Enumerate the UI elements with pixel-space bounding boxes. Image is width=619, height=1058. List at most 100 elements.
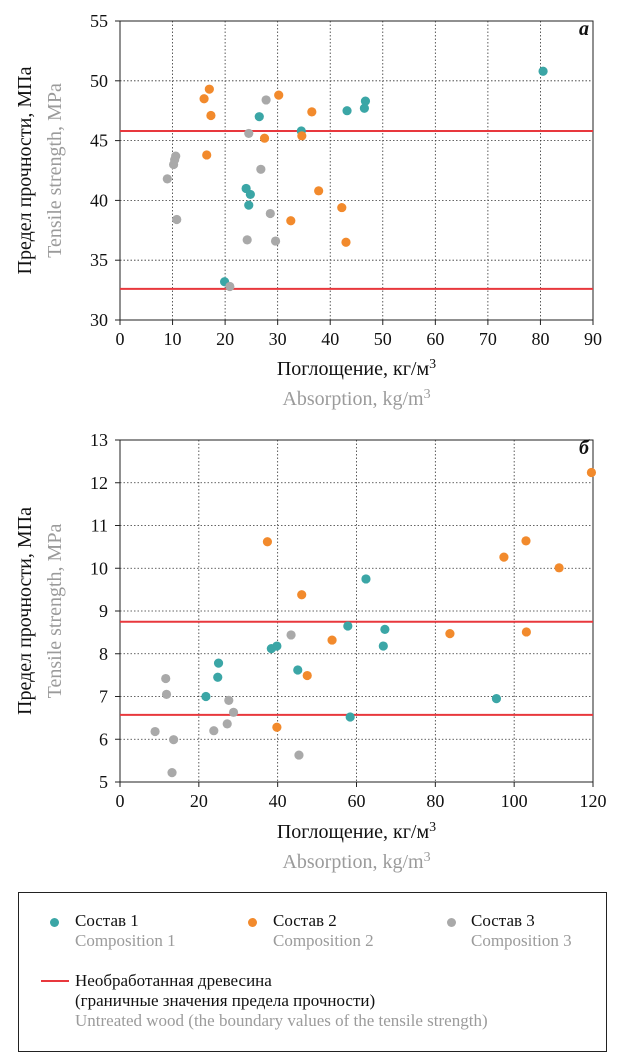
data-point-composition-1 <box>360 96 371 106</box>
data-point-composition-3 <box>242 235 252 245</box>
x-tick-label: 80 <box>531 329 549 349</box>
panel-label: a <box>579 18 589 40</box>
data-point-composition-3 <box>265 208 275 219</box>
legend-label-ru: Состав 3 <box>471 911 535 930</box>
data-point-composition-1 <box>380 624 390 634</box>
x-tick-label: 60 <box>426 329 444 349</box>
y-tick-label: 55 <box>90 11 108 31</box>
x-tick-label: 120 <box>580 791 607 811</box>
data-point-composition-2 <box>302 670 312 681</box>
x-tick-label: 90 <box>584 329 602 349</box>
y-axis-title-en: Tensile strength, MPa <box>44 524 66 699</box>
legend-label-en: Composition 3 <box>471 931 572 950</box>
y-tick-label: 6 <box>99 729 108 749</box>
x-tick-label: 40 <box>269 791 287 811</box>
legend-item-boundary: Необработанная древесина (граничные знач… <box>75 971 488 1031</box>
data-point-composition-3 <box>222 719 232 729</box>
data-point-composition-2 <box>286 216 296 226</box>
data-point-composition-2 <box>272 722 282 732</box>
legend-boundary-ru-2: (граничные значения предела прочности) <box>75 991 376 1010</box>
data-point-composition-2 <box>341 237 351 247</box>
data-point-composition-1 <box>213 672 223 682</box>
data-point-composition-1 <box>345 712 355 722</box>
data-point-composition-2 <box>297 131 307 141</box>
data-point-composition-1 <box>378 641 388 651</box>
legend-label-en: Composition 2 <box>273 931 374 950</box>
data-point-composition-2 <box>262 537 273 547</box>
data-point-composition-3 <box>161 689 172 699</box>
y-tick-label: 8 <box>99 644 108 664</box>
x-tick-label: 20 <box>216 329 234 349</box>
x-axis-title: Поглощение, кг/м3 <box>277 820 436 843</box>
plot-frame <box>119 20 594 321</box>
data-point-composition-3 <box>244 128 254 139</box>
data-point-composition-2 <box>259 133 270 143</box>
legend-label-ru: Состав 2 <box>273 911 337 930</box>
data-point-composition-3 <box>171 151 181 161</box>
data-point-composition-2 <box>274 90 284 100</box>
data-point-composition-3 <box>261 95 271 105</box>
data-point-composition-2 <box>521 536 531 546</box>
data-point-composition-2 <box>586 467 597 478</box>
x-tick-label: 40 <box>321 329 339 349</box>
chart-panel-б: 0 20 40 60 80 100 120 5 6 7 8 9 10 11 12 13 б Поглощение,… <box>14 430 607 873</box>
x-tick-label: 80 <box>426 791 444 811</box>
data-point-composition-1 <box>538 66 548 76</box>
data-point-composition-3 <box>224 695 234 705</box>
data-point-composition-2 <box>521 627 531 637</box>
data-point-composition-3 <box>209 726 219 736</box>
y-tick-label: 7 <box>99 687 108 707</box>
x-tick-label: 0 <box>116 329 125 349</box>
data-point-composition-3 <box>150 726 160 737</box>
data-point-composition-1 <box>244 200 254 210</box>
y-tick-label: 30 <box>90 310 108 330</box>
data-point-composition-1 <box>245 189 255 200</box>
y-tick-label: 11 <box>91 516 108 536</box>
data-point-composition-1 <box>254 112 264 122</box>
data-point-composition-1 <box>343 621 353 631</box>
data-point-composition-3 <box>256 164 266 174</box>
data-point-composition-2 <box>554 563 564 573</box>
chart-panel-a: 0 10 20 30 40 50 60 70 80 90 30 35 40 45 50 55 a Поглощен… <box>14 11 602 410</box>
data-point-composition-2 <box>314 186 324 196</box>
data-point-composition-2 <box>199 94 209 104</box>
x-tick-label: 60 <box>348 791 366 811</box>
x-tick-label: 20 <box>190 791 208 811</box>
data-point-composition-3 <box>161 673 171 684</box>
data-point-composition-3 <box>225 281 235 292</box>
y-tick-label: 5 <box>99 772 108 792</box>
data-point-composition-3 <box>270 236 281 246</box>
data-point-composition-3 <box>162 174 172 184</box>
legend-item-composition-2: Состав 2 Composition 2 <box>273 911 374 951</box>
legend-marker-composition-1 <box>50 918 59 927</box>
x-axis-title-en: Absorption, kg/m3 <box>282 387 430 410</box>
data-point-composition-1 <box>272 641 282 651</box>
legend: Состав 1 Composition 1 Состав 2 Composit… <box>18 892 607 1052</box>
data-point-composition-1 <box>293 665 303 675</box>
legend-item-composition-3: Состав 3 Composition 3 <box>471 911 572 951</box>
legend-label-ru: Состав 1 <box>75 911 139 930</box>
data-point-composition-2 <box>337 202 347 213</box>
data-point-composition-2 <box>202 150 212 160</box>
data-point-composition-2 <box>327 635 337 645</box>
y-tick-label: 10 <box>90 558 108 578</box>
data-point-composition-1 <box>342 106 352 116</box>
data-point-composition-2 <box>204 84 214 94</box>
legend-marker-boundary <box>41 980 69 982</box>
data-point-composition-3 <box>167 767 177 778</box>
data-point-composition-3 <box>228 707 239 717</box>
x-tick-label: 50 <box>374 329 392 349</box>
data-point-composition-1 <box>491 694 502 704</box>
data-point-composition-3 <box>169 735 179 745</box>
y-tick-label: 45 <box>90 131 108 151</box>
data-point-composition-2 <box>307 107 317 117</box>
y-tick-label: 50 <box>90 71 108 91</box>
x-tick-label: 0 <box>116 791 125 811</box>
y-tick-label: 12 <box>90 473 108 493</box>
legend-marker-composition-3 <box>447 918 456 927</box>
data-point-composition-1 <box>359 103 369 113</box>
data-point-composition-1 <box>201 691 211 702</box>
legend-item-composition-1: Состав 1 Composition 1 <box>75 911 176 951</box>
data-point-composition-1 <box>213 658 224 668</box>
